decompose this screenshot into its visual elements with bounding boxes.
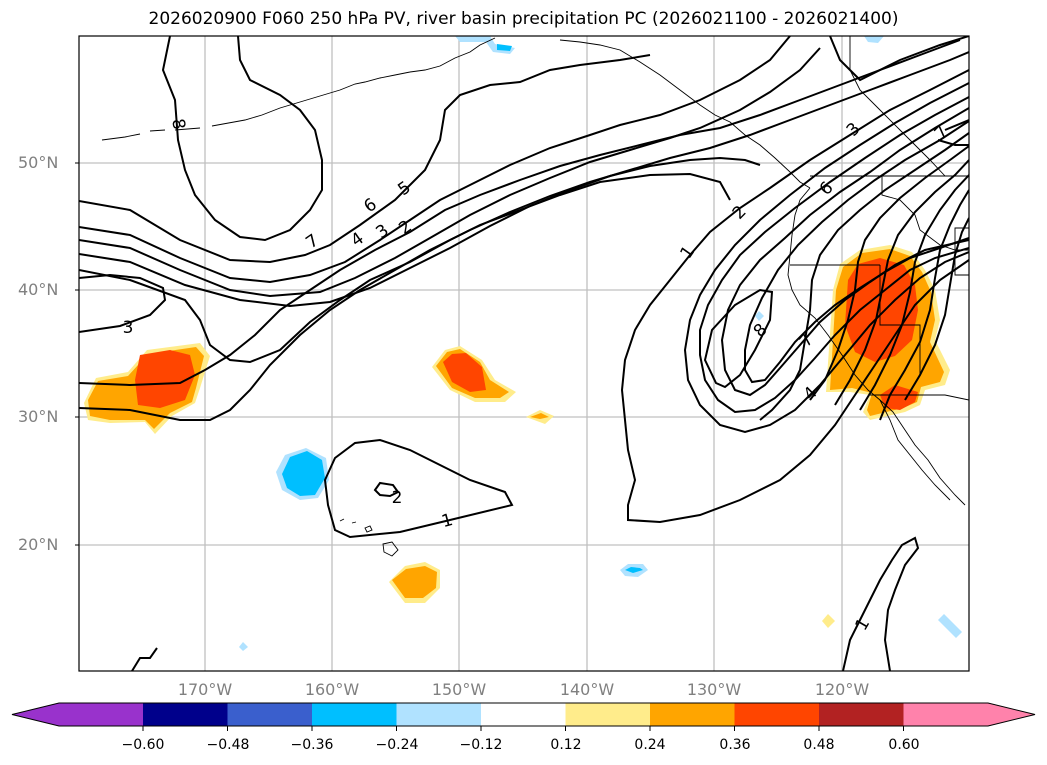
lon-label: 150°W <box>431 680 487 699</box>
mexico-border <box>870 394 969 401</box>
pv-contour <box>904 217 969 401</box>
pv-contour <box>809 145 969 401</box>
colorbar-tick-label: 0.24 <box>634 737 666 753</box>
figure-title: 2026020900 F060 250 hPa PV, river basin … <box>148 9 899 29</box>
precip-area-negative <box>282 451 325 496</box>
colorbar-extend-min <box>12 703 143 726</box>
colorbar-tick-label: −0.48 <box>206 737 250 753</box>
pv-contour <box>323 438 514 539</box>
colorbar-outline <box>11 702 1036 727</box>
colorbar-tick-label: 0.36 <box>719 737 751 753</box>
lat-label: 30°N <box>18 407 59 426</box>
precip-area-positive <box>443 353 486 392</box>
colorbar-extend-max <box>903 703 1035 726</box>
precip-area-positive <box>845 258 918 362</box>
aleutian-islands <box>101 71 411 141</box>
colorbar-swatch <box>396 703 482 726</box>
lon-label: 120°W <box>814 680 870 699</box>
lat-label: 50°N <box>18 153 59 172</box>
colorbar-tick-label: −0.36 <box>290 737 334 753</box>
pv-contour <box>859 174 969 411</box>
pv-contour <box>79 273 167 333</box>
colorbar-swatch <box>650 703 735 726</box>
coastlines <box>101 36 969 557</box>
colorbar-tick-label: 0.48 <box>803 737 835 753</box>
contour-label: 7 <box>931 122 953 144</box>
colorbar-swatch <box>819 703 904 726</box>
baja-california <box>879 399 951 501</box>
pv-contour <box>834 159 969 406</box>
colorbar-tick-label: 0.60 <box>888 737 920 753</box>
pv-contour <box>937 119 969 146</box>
pv-contour <box>829 36 969 82</box>
alaska-coast <box>409 37 811 189</box>
precip-area-negative <box>625 567 643 573</box>
colorbar-swatch <box>481 703 566 726</box>
pv-contour <box>79 51 969 421</box>
colorbar-swatch <box>143 703 228 726</box>
pv-contour <box>161 36 323 242</box>
contour-label: 3 <box>372 221 392 244</box>
pv-contour <box>759 132 969 421</box>
precip-area-positive <box>822 614 835 628</box>
colorbar-tick-label: −0.12 <box>459 737 503 753</box>
contour-label: 4 <box>347 229 367 252</box>
precip-area-negative <box>755 311 764 321</box>
precip-area-negative <box>864 36 884 43</box>
lon-label: 140°W <box>559 680 615 699</box>
axis-ticks <box>75 162 79 546</box>
colorbar-swatch <box>312 703 397 726</box>
colorbar-tick-label: 0.12 <box>550 737 582 753</box>
contour-label: 1 <box>439 510 455 532</box>
pv-contour <box>373 481 400 498</box>
colorbar-swatch <box>734 703 820 726</box>
colorbar-swatch <box>565 703 651 726</box>
pv-contour <box>703 288 774 389</box>
canada-province-border <box>849 36 946 177</box>
lat-label: 40°N <box>18 280 59 299</box>
pv-contour <box>620 69 969 524</box>
contour-label: 2 <box>395 217 415 240</box>
colorbar-tick-label: −0.24 <box>375 737 419 753</box>
pv-contours <box>79 36 969 671</box>
pv-contour <box>79 54 651 264</box>
colorbar-swatch <box>227 703 313 726</box>
precip-area-negative <box>239 642 248 651</box>
pv-contour <box>79 172 731 364</box>
lon-label: 160°W <box>304 680 360 699</box>
pv-contour <box>79 47 821 298</box>
contour-label: 3 <box>123 318 134 338</box>
pv-contour <box>79 156 761 308</box>
plot-frame <box>78 35 970 672</box>
pv-contour <box>79 36 791 284</box>
pv-contour <box>842 536 920 671</box>
contour-label: 2 <box>392 488 403 508</box>
lat-label: 20°N <box>18 535 59 554</box>
hawaii-islands <box>339 518 399 557</box>
north-america-coast <box>787 187 966 506</box>
colorbar-tick-label: −0.60 <box>121 737 165 753</box>
lon-label: 130°W <box>686 680 742 699</box>
precip-area-positive <box>392 566 437 598</box>
pv-contour <box>131 647 158 671</box>
pv-contour <box>79 39 961 387</box>
map-plot: 8 7 6 5 4 3 2 3 2 1 1 2 3 6 7 8 7 4 1 <box>75 35 970 672</box>
contour-label: 8 <box>167 117 189 131</box>
lon-label: 170°W <box>177 680 233 699</box>
precip-area-negative <box>455 36 515 54</box>
contour-label: 1 <box>677 242 700 262</box>
precip-area-positive <box>135 350 195 408</box>
contour-label: 2 <box>729 202 751 224</box>
precip-area-negative <box>497 44 512 51</box>
pv-contour <box>879 189 969 421</box>
contour-label: 6 <box>360 195 380 218</box>
precip-shading <box>84 36 962 651</box>
pv-contour <box>683 82 969 434</box>
precip-area-positive <box>880 385 918 410</box>
precip-area-negative <box>938 614 962 638</box>
pv-contour <box>744 120 969 384</box>
precip-area-positive <box>530 413 549 419</box>
pv-contour <box>699 96 969 414</box>
